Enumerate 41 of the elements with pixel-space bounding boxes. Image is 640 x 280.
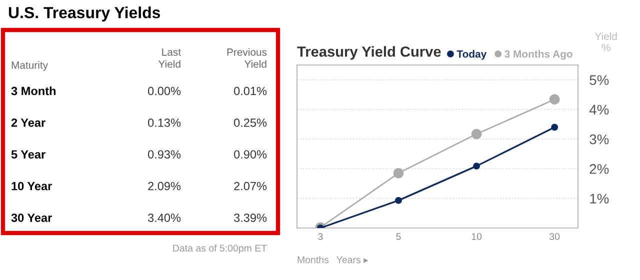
category-label: 5 Year bbox=[11, 150, 46, 159]
data-label: 0.01% bbox=[234, 86, 267, 96]
y-tick-label: 2% bbox=[590, 164, 609, 174]
category-label: 30 Year bbox=[11, 214, 52, 222]
data-label: 3.39% bbox=[234, 214, 267, 222]
legend-label: Today bbox=[456, 50, 487, 60]
data-label: 0.93% bbox=[148, 150, 181, 159]
data-label: 3.40% bbox=[148, 214, 181, 222]
chart-title: Treasury Yield Curve bbox=[297, 46, 441, 60]
text: Years ▸ bbox=[336, 256, 368, 264]
text: Months bbox=[298, 256, 329, 264]
x-tick-label: 5 bbox=[396, 233, 401, 240]
category-label: 3 Month bbox=[11, 86, 56, 96]
text: Last Yield bbox=[158, 48, 181, 68]
y-tick-label: 5% bbox=[590, 75, 609, 85]
text: U.S. Treasury Yields bbox=[8, 6, 160, 22]
point bbox=[393, 168, 404, 178]
point bbox=[471, 128, 482, 140]
data-label: 0.25% bbox=[234, 118, 267, 127]
text: Previous Yield bbox=[227, 48, 267, 68]
point bbox=[551, 124, 558, 131]
x-tick-label: 3 bbox=[318, 233, 323, 240]
category-label: 2 Year bbox=[11, 118, 46, 127]
legend-label: 3 Months Ago bbox=[504, 50, 572, 60]
text: Data as of 5:00pm ET bbox=[173, 244, 267, 254]
text: Maturity bbox=[12, 61, 48, 71]
data-label: 2.09% bbox=[148, 182, 181, 190]
point bbox=[395, 196, 402, 204]
y-tick-label: 3% bbox=[590, 134, 609, 144]
y-tick-label: 4% bbox=[589, 104, 609, 115]
point bbox=[473, 162, 480, 170]
data-label: 0.00% bbox=[148, 86, 181, 96]
x-tick-label: 30 bbox=[550, 233, 560, 240]
y-tick-label: 1% bbox=[590, 194, 609, 204]
category-label: 10 Year bbox=[12, 182, 52, 190]
data-label: 2.07% bbox=[234, 182, 267, 190]
data-label: 0.90% bbox=[234, 150, 267, 159]
y-axis-title: Yield % bbox=[594, 32, 617, 52]
point bbox=[549, 94, 560, 105]
x-tick-label: 10 bbox=[472, 233, 482, 240]
data-label: 0.13% bbox=[148, 118, 181, 127]
